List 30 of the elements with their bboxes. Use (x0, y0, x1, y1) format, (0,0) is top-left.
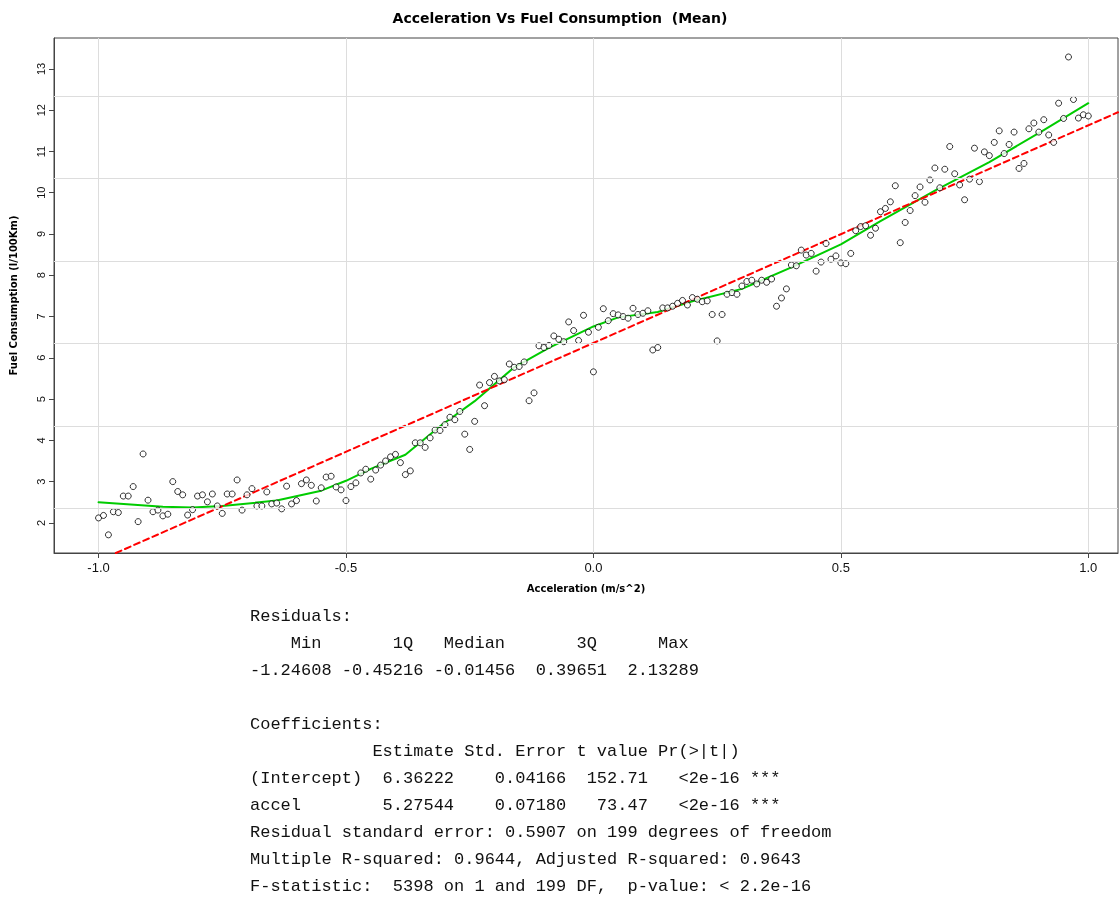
text: Coefficients: (250, 714, 384, 736)
y-tick-label: 9 (34, 230, 47, 238)
text: Residual standard error: 0.5907 on 199 degrees of freedom (250, 822, 832, 844)
text: F-statistic: 5398 on 1 and 199 DF, p-value: < 2.2e-16 (250, 876, 813, 898)
y-tick-label: 2 (34, 519, 47, 526)
y-tick-label: 8 (34, 272, 47, 279)
y-tick-label: 6 (34, 354, 47, 361)
text: accel 5.27544 0.07180 73.47 <2e-16 *** (250, 795, 782, 817)
text: Multiple R-squared: 0.9644, Adjusted R-squared: 0.9643 (250, 849, 802, 871)
y-axis-title: Fuel Consumption (l/100Km) (7, 215, 19, 376)
y-tick-label: 11 (34, 145, 47, 158)
y-tick-label: 4 (34, 437, 47, 444)
y-tick-label: 5 (34, 396, 47, 403)
x-axis-title: Acceleration (m/s^2) (526, 582, 646, 594)
text: Residuals: (250, 606, 354, 628)
x-tick-label: 1.0 (1079, 560, 1098, 575)
text: Estimate Std. Error t value Pr(>|t|) (371, 741, 741, 763)
y-tick-label: 7 (34, 313, 47, 320)
x-tick-label: -0.5 (334, 560, 358, 575)
x-tick-label: -1.0 (87, 560, 110, 575)
y-tick-label: 12 (34, 104, 47, 117)
x-tick-label: 0.0 (584, 560, 603, 575)
y-tick-label: 13 (34, 62, 47, 76)
y-tick-label: 10 (34, 186, 47, 199)
text: (Intercept) 6.36222 0.04166 152.71 <2e-16 *** (250, 768, 782, 790)
chart-title: Acceleration Vs Fuel Consumption (Mean) (392, 10, 728, 26)
text: Min 1Q Median 3Q Max (289, 633, 690, 655)
y-tick-label: 3 (34, 478, 47, 485)
text: -1.24608 -0.45216 -0.01456 0.39651 2.13289 (250, 660, 700, 682)
x-tick-label: 0.5 (831, 560, 850, 575)
